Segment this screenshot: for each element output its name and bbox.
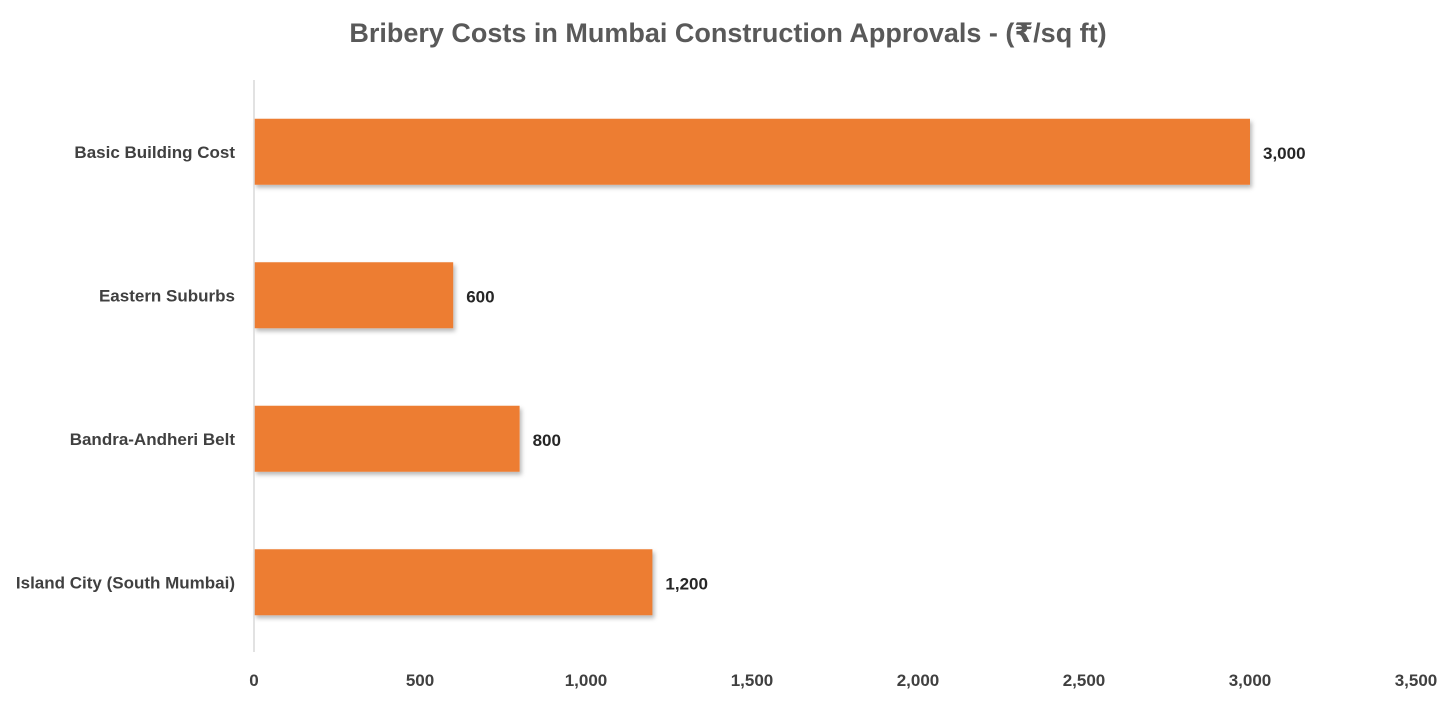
chart-title: Bribery Costs in Mumbai Construction App… bbox=[349, 18, 1107, 48]
x-axis-tick-labels: 0 500 1,000 1,500 2,000 2,500 3,000 3,500 bbox=[249, 671, 1437, 690]
category-label: Eastern Suburbs bbox=[99, 286, 235, 305]
x-tick-label: 2,500 bbox=[1063, 671, 1106, 690]
x-tick-label: 1,000 bbox=[565, 671, 608, 690]
bar-island-city-south-mumbai bbox=[254, 549, 653, 616]
x-tick-label: 500 bbox=[406, 671, 434, 690]
bar-bandra-andheri-belt bbox=[254, 405, 520, 472]
category-label: Bandra-Andheri Belt bbox=[70, 430, 236, 449]
data-labels: 3,000 600 800 1,200 bbox=[466, 144, 1305, 594]
x-tick-label: 3,000 bbox=[1229, 671, 1272, 690]
data-label: 1,200 bbox=[665, 574, 708, 593]
bar-basic-building-cost bbox=[254, 118, 1250, 185]
bars-layer bbox=[254, 118, 1250, 616]
x-tick-label: 0 bbox=[249, 671, 258, 690]
data-label: 800 bbox=[533, 431, 561, 450]
x-tick-label: 3,500 bbox=[1395, 671, 1438, 690]
data-label: 600 bbox=[466, 287, 494, 306]
category-labels: Basic Building Cost Eastern Suburbs Bandra… bbox=[16, 143, 235, 593]
category-label: Island City (South Mumbai) bbox=[16, 573, 235, 592]
x-tick-label: 2,000 bbox=[897, 671, 940, 690]
data-label: 3,000 bbox=[1263, 144, 1306, 163]
x-tick-label: 1,500 bbox=[731, 671, 774, 690]
category-label: Basic Building Cost bbox=[74, 143, 235, 162]
bar-eastern-suburbs bbox=[254, 262, 454, 329]
